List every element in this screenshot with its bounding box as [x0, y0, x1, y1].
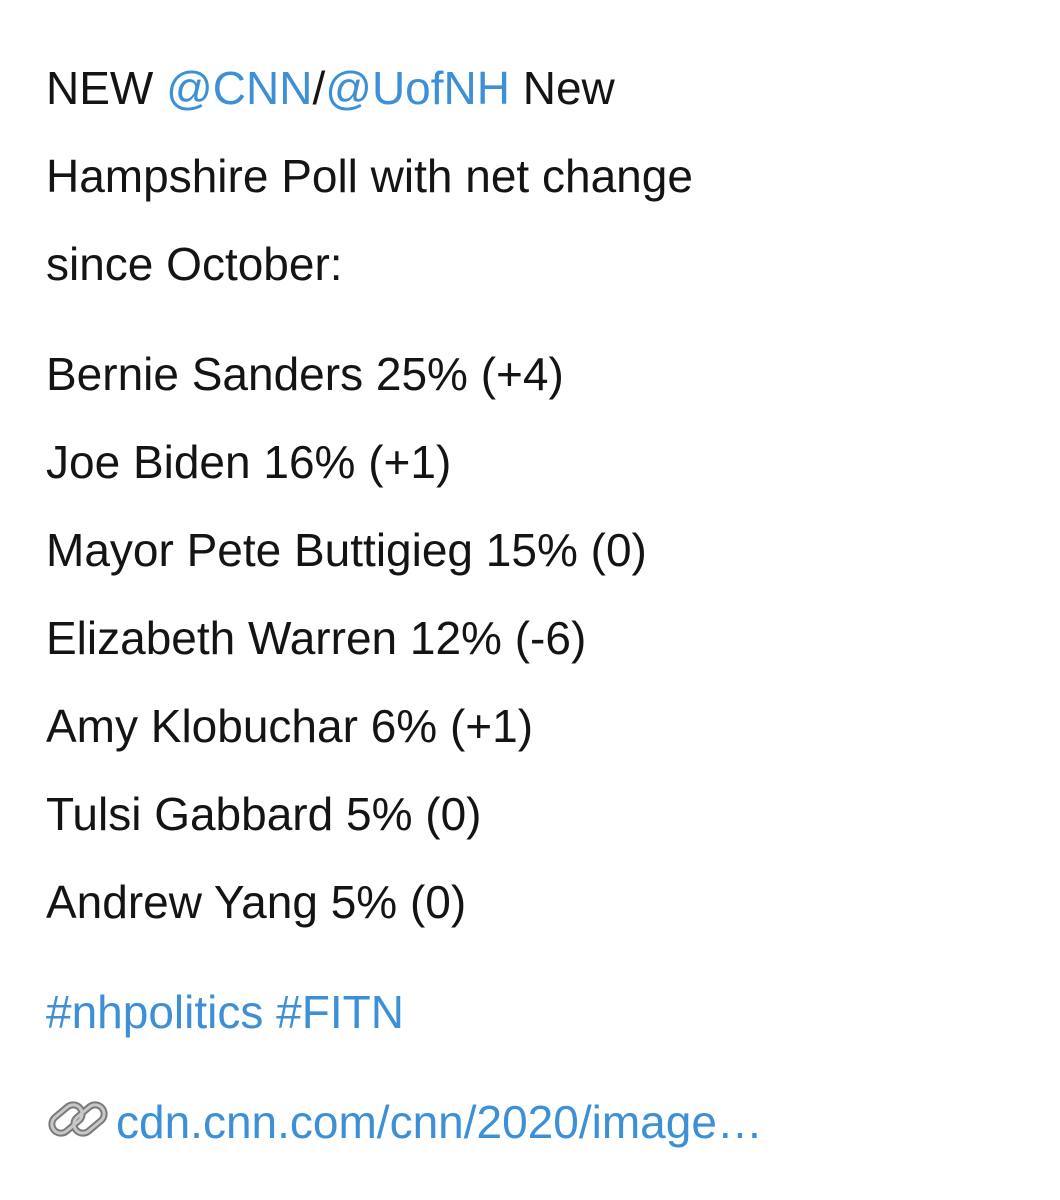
poll-line: Joe Biden 16% (+1)	[46, 436, 452, 488]
intro-line: since October:	[46, 238, 343, 290]
poll-list: Bernie Sanders 25% (+4) Joe Biden 16% (+1…	[46, 330, 1036, 946]
poll-line: Tulsi Gabbard 5% (0)	[46, 788, 482, 840]
poll-line: Mayor Pete Buttigieg 15% (0)	[46, 524, 647, 576]
poll-line: Andrew Yang 5% (0)	[46, 876, 467, 928]
intro-text: /	[312, 62, 326, 114]
hashtags: #nhpolitics #FITN	[46, 968, 1036, 1056]
poll-line: Bernie Sanders 25% (+4)	[46, 348, 564, 400]
link-icon	[48, 1101, 108, 1137]
intro-text: New	[509, 62, 615, 114]
tweet-body: NEW @CNN/@UofNH New Hampshire Poll with …	[46, 44, 1036, 1188]
mention[interactable]: @UofNH	[325, 62, 510, 114]
intro-text: NEW	[46, 62, 167, 114]
intro-line: NEW @CNN/@UofNH New	[46, 44, 1036, 132]
mention[interactable]: @CNN	[166, 62, 313, 114]
link-row: cdn.cnn.com/cnn/2020/image…	[46, 1078, 1036, 1166]
hashtag[interactable]: #FITN	[276, 986, 404, 1038]
hashtag[interactable]: #nhpolitics	[46, 986, 264, 1038]
link[interactable]: cdn.cnn.com/cnn/2020/image…	[116, 1096, 763, 1148]
intro: NEW @CNN/@UofNH New Hampshire Poll with …	[46, 44, 1036, 308]
intro-line: Hampshire Poll with net change	[46, 150, 693, 202]
poll-line: Elizabeth Warren 12% (-6)	[46, 612, 587, 664]
poll-line: Amy Klobuchar 6% (+1)	[46, 700, 534, 752]
